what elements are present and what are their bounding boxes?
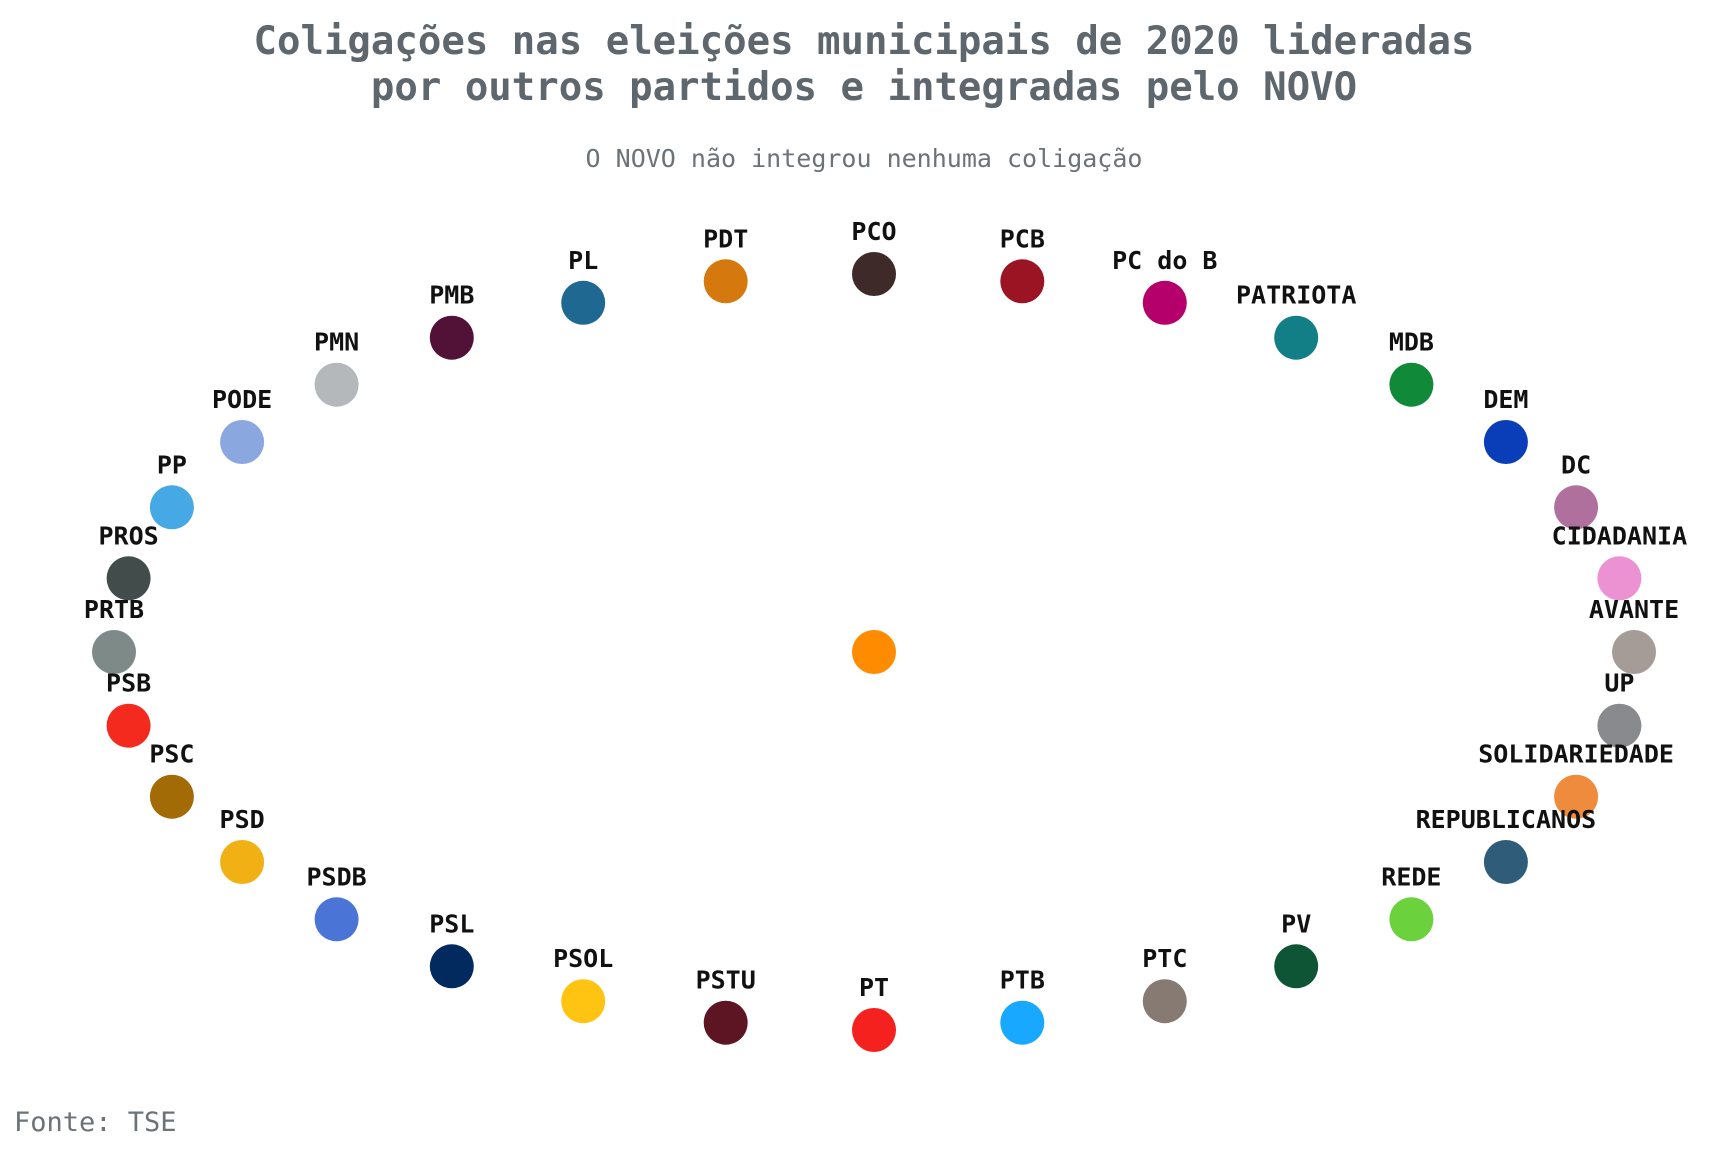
node-pp (149, 485, 194, 530)
node-pstu (703, 1000, 748, 1045)
node-psd (220, 840, 265, 884)
node-pl (561, 280, 606, 325)
label-pt: PT (859, 973, 889, 1002)
node-solidariedade (1554, 774, 1599, 819)
node-pode (220, 420, 265, 464)
node-ptc (1142, 979, 1187, 1024)
label-patriota: PATRIOTA (1236, 281, 1356, 310)
label-pdt: PDT (703, 224, 748, 253)
label-ptb: PTB (1000, 966, 1045, 995)
node-cidadania (1597, 556, 1642, 601)
label-pco: PCO (851, 217, 896, 246)
labels-layer: PCO PCB PC do B PATRIOTA MDB DEM DC CIDADANIA AV… (84, 217, 1687, 1002)
node-pc-do-b (1142, 280, 1187, 325)
label-dc: DC (1561, 450, 1591, 479)
label-solidariedade: SOLIDARIEDADE (1478, 740, 1674, 769)
label-pode: PODE (212, 385, 272, 414)
label-ptc: PTC (1142, 944, 1187, 973)
node-patriota (1274, 315, 1319, 360)
label-pp: PP (157, 450, 187, 479)
node-prtb (92, 630, 136, 674)
label-psdb: PSDB (306, 862, 366, 891)
node-psl (429, 944, 474, 989)
chart-subtitle: O NOVO não integrou nenhuma coligação (586, 144, 1143, 173)
node-ptb (1000, 1000, 1045, 1045)
node-psc (149, 774, 194, 819)
label-mdb: MDB (1389, 328, 1434, 357)
node-republicanos (1483, 840, 1528, 884)
chart-title-line-1: Coligações nas eleições municipais de 20… (254, 19, 1475, 64)
label-cidadania: CIDADANIA (1552, 521, 1687, 550)
label-dem: DEM (1483, 385, 1528, 414)
label-pmn: PMN (314, 328, 359, 357)
label-pcb: PCB (1000, 224, 1045, 253)
label-rede: REDE (1381, 862, 1441, 891)
label-pl: PL (568, 246, 598, 275)
node-psb (106, 703, 151, 748)
node-pco (852, 252, 896, 296)
label-up: UP (1604, 669, 1634, 698)
label-avante: AVANTE (1589, 595, 1679, 624)
node-pros (106, 556, 151, 601)
node-avante (1612, 630, 1656, 674)
node-pmn (314, 362, 359, 407)
chart-title-line-2: por outros partidos e integradas pelo NO… (371, 65, 1357, 110)
source-note: Fonte: TSE (14, 1107, 177, 1138)
node-up (1597, 703, 1642, 748)
node-pdt (703, 259, 748, 304)
label-pros: PROS (98, 521, 158, 550)
label-pstu: PSTU (696, 966, 756, 995)
node-mdb (1389, 362, 1434, 407)
node-psdb (314, 897, 359, 942)
node-pmb (429, 315, 474, 360)
label-pmb: PMB (429, 281, 474, 310)
label-psol: PSOL (553, 944, 613, 973)
node-pt (852, 1008, 896, 1052)
node-pcb (1000, 259, 1045, 304)
label-republicanos: REPUBLICANOS (1416, 805, 1597, 834)
node-dem (1483, 420, 1528, 464)
label-pv: PV (1281, 909, 1311, 938)
label-psd: PSD (220, 805, 265, 834)
nodes-layer (92, 252, 1656, 1052)
label-prtb: PRTB (84, 595, 144, 624)
node-center-novo (852, 630, 896, 674)
label-psb: PSB (106, 669, 151, 698)
label-psc: PSC (149, 740, 194, 769)
node-pv (1274, 944, 1319, 989)
label-pc-do-b: PC do B (1112, 246, 1217, 275)
node-dc (1554, 485, 1599, 530)
node-rede (1389, 897, 1434, 942)
label-psl: PSL (429, 909, 474, 938)
chart-title: Coligações nas eleições municipais de 20… (254, 19, 1475, 110)
node-psol (561, 979, 606, 1024)
